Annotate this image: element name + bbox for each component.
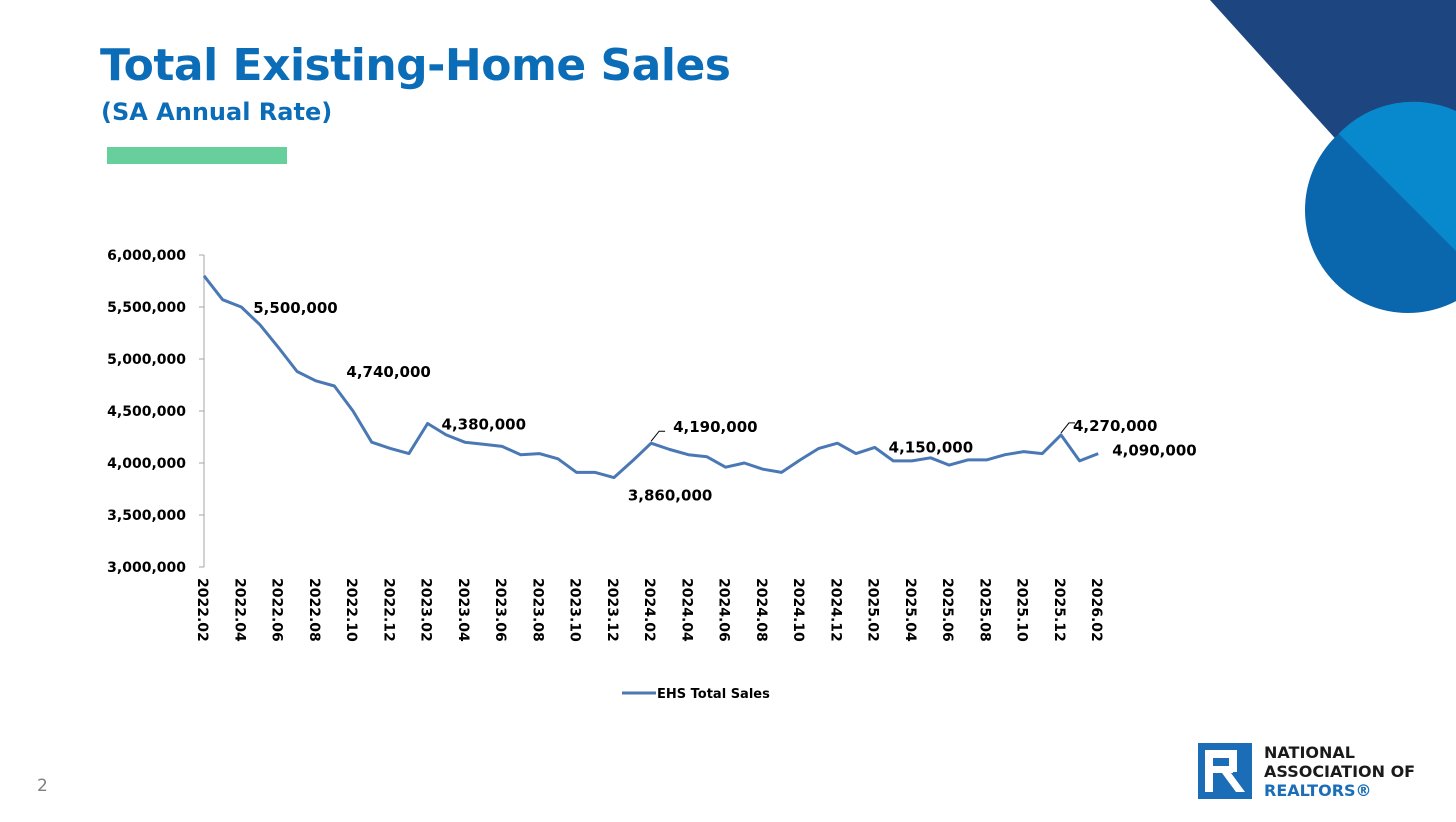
x-tick-label: 2024.08 (753, 578, 769, 642)
data-label-leader (1060, 422, 1075, 434)
x-tick-label: 2025.12 (1051, 578, 1067, 642)
x-tick-label: 2023.12 (604, 578, 620, 642)
x-tick-label: 2025.08 (976, 578, 992, 642)
data-label: 4,190,000 (673, 418, 757, 436)
page-number: 2 (37, 776, 48, 796)
x-tick-label: 2022.10 (343, 578, 359, 642)
data-label: 4,380,000 (442, 415, 526, 433)
x-tick-label: 2025.04 (902, 578, 918, 642)
data-label: 4,740,000 (346, 363, 430, 381)
x-tick-label: 2023.08 (529, 578, 545, 642)
x-tick-label: 2022.04 (231, 578, 247, 642)
y-tick-label: 3,000,000 (107, 560, 186, 576)
x-tick-label: 2022.06 (269, 578, 285, 642)
legend-label: EHS Total Sales (657, 687, 770, 702)
page-title: Total Existing-Home Sales (100, 40, 731, 91)
accent-bar (107, 147, 287, 164)
x-tick-label: 2024.06 (716, 578, 732, 642)
logo-wordmark: NATIONAL ASSOCIATION OF REALTORS® (1264, 743, 1415, 800)
series-line-ehs-total-sales (202, 274, 1099, 480)
y-tick-label: 5,000,000 (107, 352, 186, 368)
x-tick-label: 2024.04 (678, 578, 694, 642)
logo-line-1: NATIONAL (1264, 743, 1355, 762)
x-tick-label: 2024.12 (827, 578, 843, 642)
data-label: 4,150,000 (889, 438, 973, 456)
x-tick-label: 2023.10 (567, 578, 583, 642)
x-tick-label: 2023.06 (492, 578, 508, 642)
x-tick-label: 2022.12 (380, 578, 396, 642)
x-tick-label: 2025.06 (939, 578, 955, 642)
x-tick-label: 2023.02 (418, 578, 434, 642)
data-label: 5,500,000 (253, 299, 337, 317)
data-label: 3,860,000 (628, 487, 712, 505)
x-tick-label: 2024.10 (790, 578, 806, 642)
y-tick-label: 3,500,000 (107, 508, 186, 524)
data-label: 4,270,000 (1073, 417, 1157, 435)
realtor-r-logo-icon (1198, 743, 1252, 799)
data-label: 4,090,000 (1112, 442, 1196, 460)
nar-logo: NATIONAL ASSOCIATION OF REALTORS® (1198, 743, 1438, 800)
y-tick-label: 4,000,000 (107, 456, 186, 472)
x-tick-label: 2025.10 (1014, 578, 1030, 642)
x-tick-label: 2026.02 (1088, 578, 1104, 642)
light-blue-segment-shape (1338, 101, 1456, 251)
x-tick-label: 2024.02 (641, 578, 657, 642)
data-label-leader (650, 430, 666, 442)
y-tick-label: 5,500,000 (107, 300, 186, 316)
x-tick-label: 2022.02 (194, 578, 210, 642)
page-subtitle: (SA Annual Rate) (101, 98, 333, 126)
logo-line-3: REALTORS® (1264, 781, 1372, 800)
x-tick-label: 2025.02 (865, 578, 881, 642)
x-tick-label: 2023.04 (455, 578, 471, 642)
logo-line-2: ASSOCIATION OF (1264, 762, 1416, 781)
y-tick-label: 4,500,000 (107, 404, 186, 420)
x-tick-label: 2022.08 (306, 578, 322, 642)
y-tick-label: 6,000,000 (107, 248, 186, 264)
